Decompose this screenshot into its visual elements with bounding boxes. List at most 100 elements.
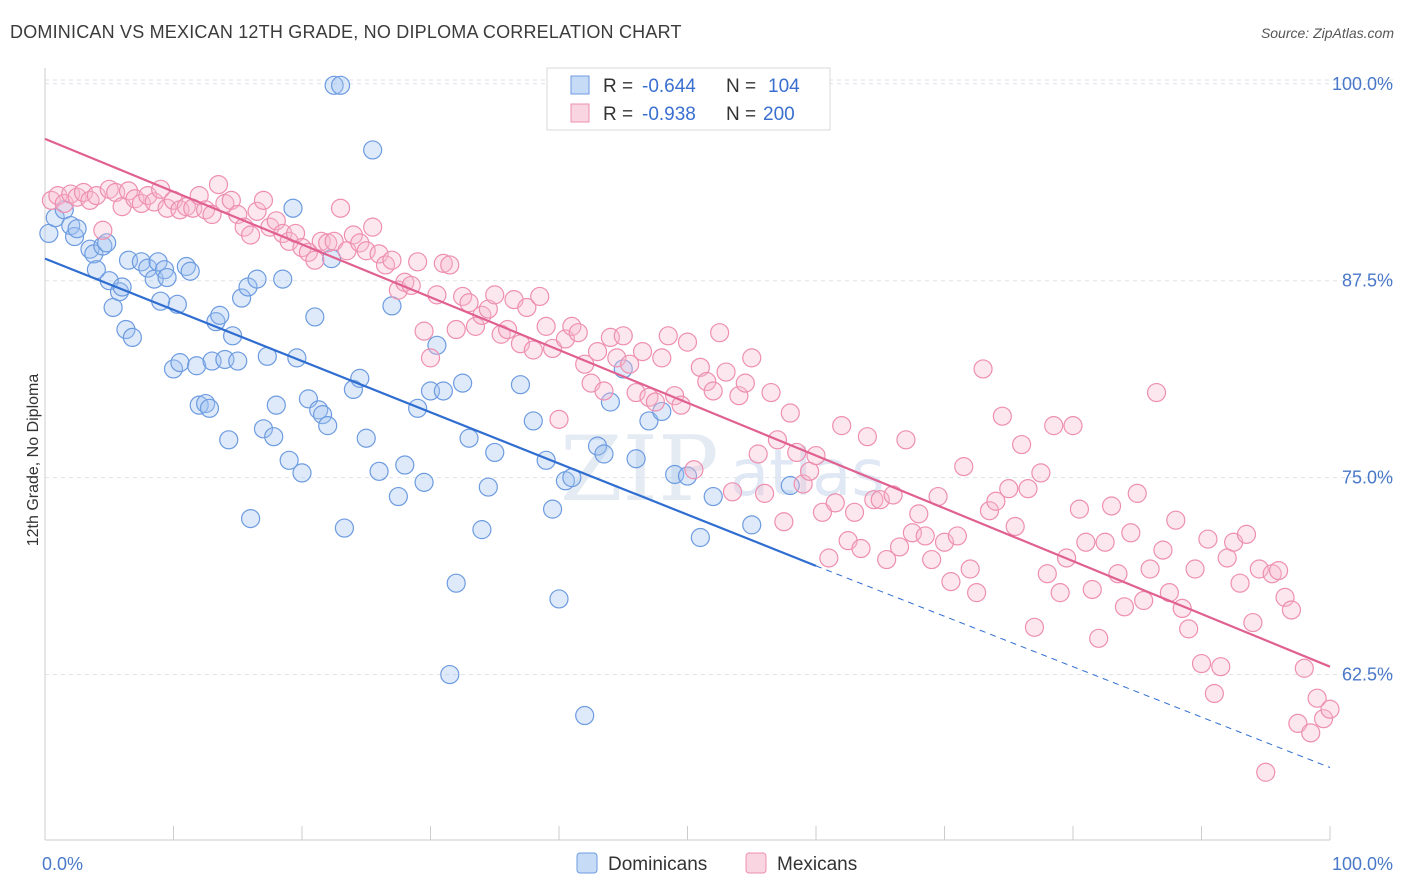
mexicans-point-129: [870, 490, 890, 510]
dominicans-point-21: [148, 252, 168, 272]
mexicans-point-31: [241, 225, 261, 245]
watermark-zip: ZIP: [560, 417, 719, 522]
dominicans-point-38: [219, 430, 239, 450]
mexicans-point-141: [947, 526, 967, 546]
mexicans-point-196: [1301, 723, 1321, 743]
mexicans-point-117: [793, 474, 813, 494]
legend-r-value-mexicans: -0.938: [642, 104, 696, 125]
dominicans-point-4: [64, 226, 85, 247]
mexicans-point-95: [652, 348, 672, 368]
mexicans-point-177: [1179, 619, 1199, 639]
mexicans-point-47: [343, 225, 363, 245]
mexicans-point-104: [710, 323, 730, 343]
mexicans-point-77: [536, 316, 556, 336]
mexicans-point-198: [1313, 709, 1334, 729]
mexicans-point-109: [742, 348, 762, 368]
y-tick-label-2: 75.0%: [1342, 468, 1393, 488]
mexicans-point-86: [594, 381, 614, 401]
mexicans-point-136: [915, 526, 935, 546]
mexicans-point-120: [812, 502, 833, 522]
mexicans-point-137: [922, 549, 942, 570]
mexicans-point-169: [1127, 483, 1147, 503]
mexicans-point-28: [221, 190, 241, 210]
mexicans-point-44: [324, 231, 344, 251]
dominicans-point-97: [652, 401, 672, 422]
mexicans-point-125: [844, 502, 865, 522]
y-tick-label-1: 87.5%: [1342, 271, 1393, 291]
mexicans-point-186: [1236, 524, 1257, 544]
dominicans-point-69: [388, 486, 408, 507]
mexicans-point-188: [1249, 559, 1269, 579]
mexicans-point-146: [979, 501, 1000, 521]
mexicans-point-107: [729, 386, 749, 406]
mexicans-point-199: [1320, 699, 1340, 719]
mexicans-point-98: [671, 395, 691, 415]
dominicans-point-96: [639, 411, 659, 431]
dominicans-point-70: [395, 455, 415, 475]
bottom-legend-mexicans: Mexicans: [777, 854, 857, 875]
mexicans-point-182: [1211, 657, 1231, 677]
mexicans-point-62: [440, 255, 460, 275]
dominicans-point-80: [472, 520, 492, 540]
dominicans-point-33: [199, 398, 220, 418]
mexicans-point-153: [1024, 617, 1045, 637]
dominicans-point-5: [67, 219, 87, 239]
mexicans-point-65: [459, 293, 479, 313]
dominicans-point-15: [116, 319, 136, 340]
mexicans-point-131: [883, 485, 903, 505]
dominicans-point-66: [363, 140, 383, 160]
mexicans-point-50: [363, 217, 383, 237]
dominicans-point-24: [157, 267, 177, 288]
legend-box: R = -0.644 N = 104 R = -0.938 N = 200: [546, 67, 831, 131]
mexicans-point-128: [864, 490, 884, 510]
mexicans-point-195: [1294, 658, 1314, 678]
mexicans-point-161: [1076, 532, 1096, 552]
dominicans-point-65: [356, 428, 376, 448]
mexicans-point-45: [330, 198, 351, 218]
mexicans-point-122: [825, 493, 845, 513]
mexicans-point-114: [774, 512, 794, 532]
legend-n-value-mexicans: 200: [763, 104, 795, 125]
chart-title: DOMINICAN VS MEXICAN 12TH GRADE, NO DIPL…: [10, 22, 682, 42]
mexicans-point-157: [1050, 583, 1070, 603]
mexicans-point-189: [1256, 762, 1276, 782]
mexicans-point-145: [973, 359, 993, 379]
dominicans-point-82: [485, 442, 505, 463]
mexicans-point-187: [1243, 612, 1263, 633]
dominicans-points: [39, 75, 800, 726]
mexicans-point-106: [722, 482, 743, 502]
mexicans-point-179: [1191, 653, 1212, 674]
dominicans-point-72: [414, 472, 434, 492]
mexicans-point-41: [305, 250, 325, 270]
mexicans-point-147: [986, 491, 1006, 511]
mexicans-point-75: [523, 340, 543, 360]
mexicans-point-191: [1268, 560, 1289, 581]
dominicans-point-78: [453, 373, 473, 393]
dominicans-point-58: [318, 416, 338, 436]
mexicans-point-26: [208, 174, 229, 195]
mexicans-point-76: [530, 286, 550, 307]
dominicans-point-74: [427, 335, 447, 355]
x-tick-label-0: 0.0%: [42, 854, 83, 874]
mexicans-points: [41, 174, 1340, 782]
tick-labels: 100.0% 87.5% 75.0% 62.5% 0.0% 100.0%: [42, 74, 1393, 874]
mexicans-point-165: [1101, 496, 1122, 516]
dominicans-point-19: [138, 258, 158, 278]
dominicans-point-40: [228, 351, 248, 371]
axes: [44, 68, 1331, 841]
mexicans-point-164: [1095, 532, 1115, 552]
legend-swatch-dominicans: [570, 75, 590, 95]
dominicans-point-57: [312, 405, 333, 425]
mexicans-point-8: [93, 220, 113, 240]
mexicans-point-48: [350, 233, 370, 253]
mexicans-point-170: [1134, 590, 1154, 611]
dominicans-point-81: [478, 477, 498, 497]
mexicans-point-69: [485, 285, 505, 305]
bottom-legend-swatch-dominicans: [576, 852, 598, 874]
dominicans-point-102: [742, 515, 762, 535]
legend-swatch-mexicans: [570, 103, 590, 123]
mexicans-point-101: [690, 357, 710, 377]
mexicans-point-148: [992, 406, 1012, 426]
mexicans-point-35: [266, 211, 286, 231]
dominicans-point-79: [459, 428, 479, 448]
